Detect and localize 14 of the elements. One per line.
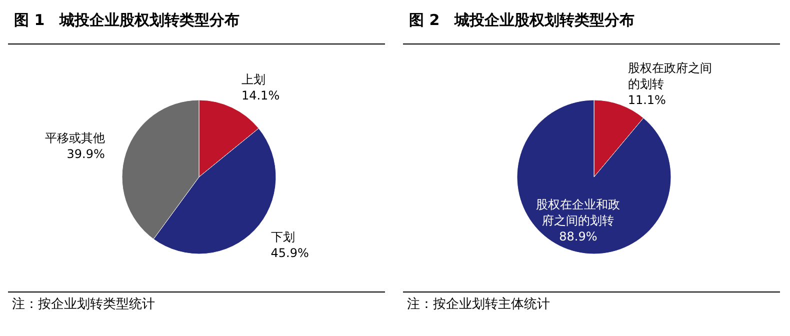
slice-label: 上划	[241, 72, 266, 87]
slice-label: 股权在企业和政府之间的划转	[536, 197, 620, 228]
chart-title: 图 2 城投企业股权划转类型分布	[409, 11, 635, 29]
text: 注：按企业划转主体统计	[407, 296, 550, 312]
slice-label: 平移或其他	[44, 131, 105, 146]
chart-title: 图 1 城投企业股权划转类型分布	[14, 11, 240, 29]
data-label: 11.1%	[628, 92, 666, 107]
slice-label: 股权在政府之间的划转	[628, 60, 712, 91]
data-label: 14.1%	[241, 88, 280, 103]
data-label: 88.9%	[559, 229, 598, 244]
text: 注：按企业划转类型统计	[12, 297, 155, 312]
data-label: 45.9%	[270, 246, 309, 260]
slice-label: 下划	[270, 230, 295, 244]
data-label: 39.9%	[66, 147, 105, 162]
